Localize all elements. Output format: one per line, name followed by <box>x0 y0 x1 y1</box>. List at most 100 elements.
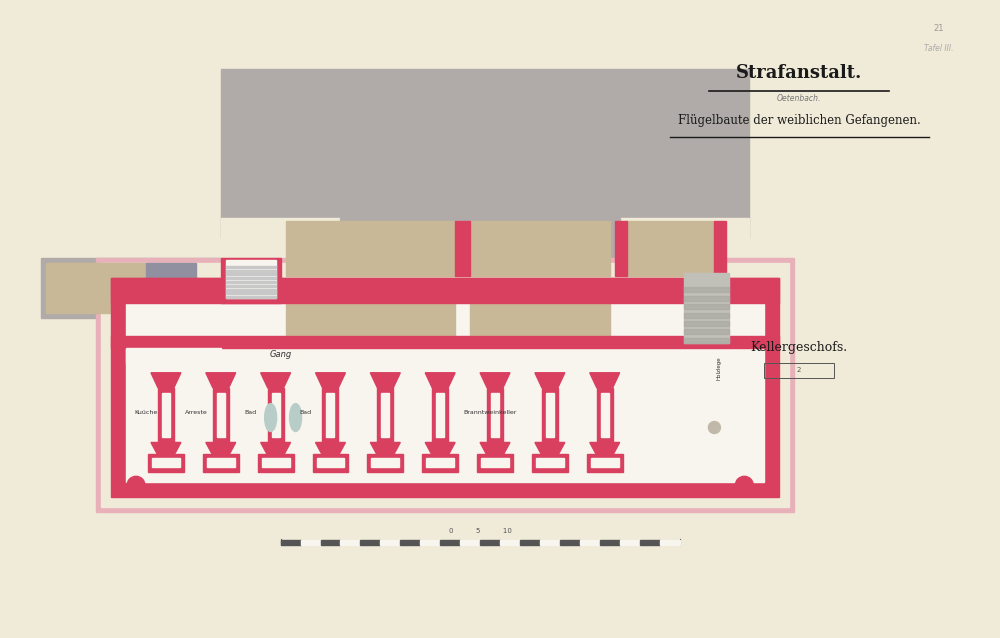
Bar <box>591 458 619 468</box>
Bar <box>207 458 235 468</box>
Polygon shape <box>206 373 236 388</box>
Bar <box>684 313 729 318</box>
Bar <box>532 454 568 472</box>
Text: Bad: Bad <box>245 410 257 415</box>
Text: 21: 21 <box>934 24 944 33</box>
Polygon shape <box>151 443 181 456</box>
Bar <box>601 392 609 438</box>
Text: Strafanstalt.: Strafanstalt. <box>736 64 862 82</box>
Bar <box>381 392 389 438</box>
Bar <box>281 540 301 544</box>
Polygon shape <box>370 373 400 388</box>
Ellipse shape <box>265 404 277 431</box>
Bar <box>226 270 276 272</box>
Bar <box>111 278 779 497</box>
Bar <box>684 304 729 309</box>
Bar <box>286 303 455 343</box>
Bar <box>268 388 284 443</box>
Bar <box>322 388 338 443</box>
Polygon shape <box>587 487 623 495</box>
Bar <box>587 454 623 472</box>
Bar <box>320 540 340 544</box>
Bar <box>226 277 276 279</box>
Text: Kellergeschofs.: Kellergeschofs. <box>751 341 848 354</box>
Polygon shape <box>477 487 513 495</box>
Bar <box>481 458 509 468</box>
Polygon shape <box>425 373 455 388</box>
Bar <box>540 540 560 544</box>
Polygon shape <box>590 443 620 456</box>
Bar <box>96 258 794 512</box>
Bar <box>258 454 294 472</box>
Bar <box>41 258 221 318</box>
Bar <box>640 540 660 544</box>
Polygon shape <box>590 373 620 388</box>
Bar <box>226 274 276 276</box>
Bar <box>367 454 403 472</box>
Bar <box>158 388 174 443</box>
Bar <box>126 293 764 482</box>
Polygon shape <box>316 373 345 388</box>
Bar <box>684 338 729 343</box>
Bar <box>326 392 334 438</box>
Bar <box>221 218 340 308</box>
Polygon shape <box>535 443 565 456</box>
Bar <box>313 454 348 472</box>
Bar <box>262 458 290 468</box>
Bar <box>162 392 170 438</box>
Bar <box>500 540 520 544</box>
Bar <box>226 281 276 283</box>
Bar <box>226 260 276 298</box>
Bar <box>221 69 749 239</box>
Polygon shape <box>261 373 291 388</box>
Bar <box>111 278 779 303</box>
Bar <box>684 273 729 343</box>
Bar <box>146 263 196 313</box>
Bar <box>600 540 620 544</box>
Polygon shape <box>261 443 291 456</box>
Text: Kuüche: Kuüche <box>134 410 158 415</box>
Polygon shape <box>480 373 510 388</box>
Bar <box>542 388 558 443</box>
Bar <box>487 388 503 443</box>
Bar <box>470 221 610 276</box>
Bar <box>111 336 779 348</box>
Bar <box>360 540 380 544</box>
Circle shape <box>735 477 753 494</box>
Text: Oetenbach.: Oetenbach. <box>777 94 821 103</box>
Bar <box>420 540 440 544</box>
Polygon shape <box>206 443 236 456</box>
Polygon shape <box>480 443 510 456</box>
Circle shape <box>127 477 145 494</box>
Bar <box>470 303 610 343</box>
Circle shape <box>708 422 720 433</box>
Bar <box>615 221 627 276</box>
Text: Holzlege: Holzlege <box>717 356 722 380</box>
Bar <box>340 218 620 308</box>
Bar <box>620 540 640 544</box>
Bar <box>380 540 400 544</box>
Text: Tafel III.: Tafel III. <box>924 44 954 53</box>
Bar <box>684 321 729 326</box>
Bar <box>520 540 540 544</box>
Bar <box>377 388 393 443</box>
Bar <box>491 392 499 438</box>
Bar <box>317 458 344 468</box>
Bar <box>597 388 613 443</box>
Bar <box>426 458 454 468</box>
Bar <box>480 540 500 544</box>
Polygon shape <box>258 487 294 495</box>
Bar <box>371 458 399 468</box>
Text: Gang: Gang <box>269 350 292 359</box>
Polygon shape <box>532 487 568 495</box>
Polygon shape <box>151 373 181 388</box>
Bar <box>436 392 444 438</box>
Bar <box>536 458 564 468</box>
Bar <box>152 458 180 468</box>
Bar <box>286 221 455 276</box>
Text: 0          5          10: 0 5 10 <box>449 528 511 534</box>
Polygon shape <box>316 443 345 456</box>
Bar <box>684 329 729 334</box>
Polygon shape <box>422 487 458 495</box>
Bar <box>226 296 276 298</box>
